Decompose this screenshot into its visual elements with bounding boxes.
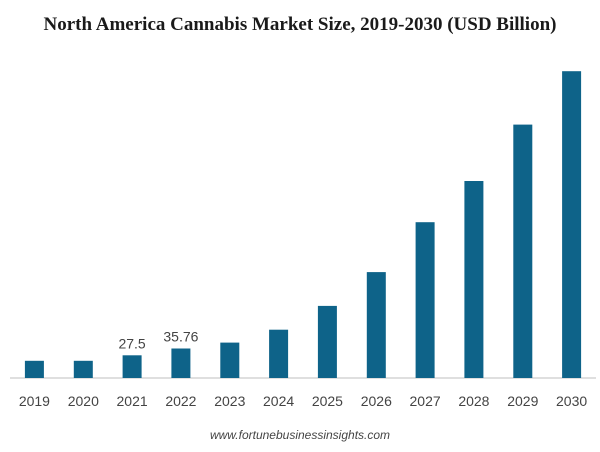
chart-title: North America Cannabis Market Size, 2019… <box>43 14 557 35</box>
bar-2022 <box>171 348 191 378</box>
data-label: 35.76 <box>163 329 198 345</box>
bar-2029 <box>513 124 533 378</box>
data-label: 27.5 <box>118 335 145 351</box>
x-tick-label: 2023 <box>214 393 245 409</box>
bar-2027 <box>415 222 435 378</box>
bar-2023 <box>220 342 240 378</box>
bar-2021 <box>122 355 142 378</box>
bar-2025 <box>317 305 337 378</box>
bar-2026 <box>366 272 386 378</box>
bar-2020 <box>73 360 93 378</box>
x-tick-label: 2020 <box>68 393 99 409</box>
x-tick-label: 2025 <box>312 393 343 409</box>
bar-2024 <box>269 329 289 378</box>
bar-2028 <box>464 181 484 378</box>
x-tick-label: 2027 <box>410 393 441 409</box>
x-tick-label: 2022 <box>165 393 196 409</box>
bar-2019 <box>24 360 44 378</box>
x-tick-label: 2028 <box>458 393 489 409</box>
x-tick-label: 2024 <box>263 393 294 409</box>
x-tick-label: 2021 <box>117 393 148 409</box>
bar-2030 <box>562 71 582 378</box>
x-tick-label: 2019 <box>19 393 50 409</box>
x-tick-label: 2029 <box>507 393 538 409</box>
x-tick-label: 2030 <box>556 393 587 409</box>
x-tick-label: 2026 <box>361 393 392 409</box>
source-credit: www.fortunebusinessinsights.com <box>209 428 391 442</box>
